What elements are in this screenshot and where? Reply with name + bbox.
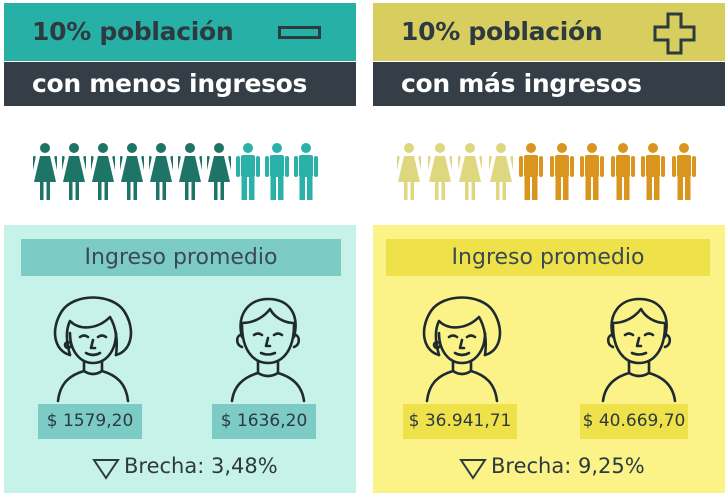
- man-figure-icon: [641, 143, 665, 200]
- woman-figure-icon: [488, 143, 513, 200]
- woman-figure-icon: [62, 143, 86, 200]
- woman-face-icon: [53, 296, 133, 403]
- woman-figure-icon: [91, 143, 115, 200]
- man-face-icon: [230, 297, 306, 403]
- title-header: 10% población: [373, 3, 725, 61]
- man-figure-icon: [549, 143, 574, 200]
- box-title: Ingreso promedio: [451, 245, 645, 270]
- box-header: Ingreso promedio: [21, 239, 341, 276]
- woman-figure-icon: [458, 143, 482, 200]
- title-header: 10% población: [4, 3, 356, 61]
- man-figure-icon: [580, 143, 604, 200]
- title-subheader: con más ingresos: [373, 62, 725, 106]
- woman-figure-icon: [120, 143, 144, 200]
- woman-figure-icon: [149, 143, 173, 200]
- people-row: [373, 142, 725, 204]
- income-box: Ingreso promedio $ 36.941,71 $ 40.669,70…: [373, 225, 725, 493]
- woman-figure-icon: [427, 143, 452, 200]
- man-face-icon: [601, 297, 677, 403]
- panel-lowest-income: 10% población con menos ingresos Ingreso…: [4, 0, 356, 497]
- man-figure-icon: [610, 143, 635, 200]
- title-line-2: con más ingresos: [401, 69, 642, 98]
- title-line-2: con menos ingresos: [32, 69, 308, 98]
- triangle-down-icon: [459, 459, 487, 480]
- man-figure-icon: [265, 143, 289, 200]
- income-box: Ingreso promedio $ 1579,20 $ 1636,20 Bre…: [4, 225, 356, 493]
- plus-icon: [653, 12, 696, 55]
- panel-highest-income: 10% población con más ingresos Ingreso p…: [373, 0, 725, 497]
- woman-amount-badge: $ 36.941,71: [403, 404, 517, 439]
- box-header: Ingreso promedio: [386, 239, 710, 276]
- title-line-1: 10% población: [401, 17, 603, 46]
- woman-figure-icon: [397, 143, 421, 200]
- triangle-down-icon: [92, 459, 120, 480]
- minus-icon: [278, 26, 321, 39]
- woman-figure-icon: [207, 143, 231, 200]
- man-figure-icon: [671, 143, 696, 200]
- woman-face-icon: [422, 296, 502, 403]
- title-subheader: con menos ingresos: [4, 62, 356, 106]
- man-amount: $ 1636,20: [220, 411, 308, 431]
- gap-row: Brecha: 3,48%: [4, 453, 356, 483]
- woman-amount: $ 1579,20: [46, 411, 134, 431]
- gap-label: Brecha: 9,25%: [491, 454, 645, 478]
- man-figure-icon: [519, 143, 543, 200]
- people-row: [4, 142, 356, 204]
- title-line-1: 10% población: [32, 17, 234, 46]
- gap-row: Brecha: 9,25%: [373, 453, 725, 483]
- man-amount: $ 40.669,70: [582, 411, 686, 431]
- woman-amount: $ 36.941,71: [408, 411, 512, 431]
- box-title: Ingreso promedio: [84, 245, 278, 270]
- gap-label: Brecha: 3,48%: [124, 454, 278, 478]
- man-amount-badge: $ 1636,20: [212, 404, 316, 439]
- man-figure-icon: [236, 143, 260, 200]
- woman-figure-icon: [33, 143, 57, 200]
- woman-figure-icon: [178, 143, 202, 200]
- man-amount-badge: $ 40.669,70: [580, 404, 688, 439]
- man-figure-icon: [294, 143, 318, 200]
- woman-amount-badge: $ 1579,20: [38, 404, 142, 439]
